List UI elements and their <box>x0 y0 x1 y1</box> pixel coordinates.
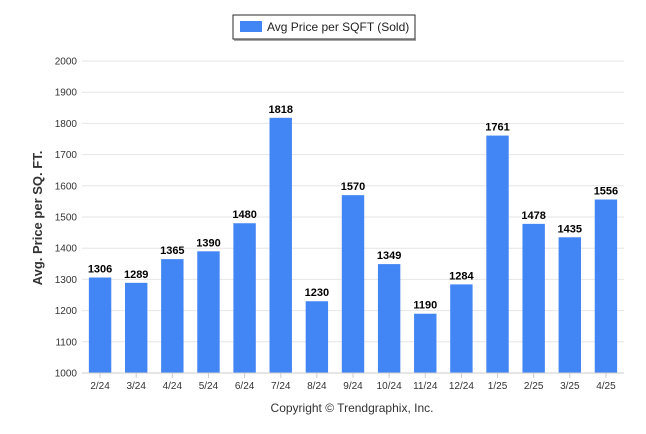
data-label: 1284 <box>449 270 474 282</box>
bar <box>522 224 544 373</box>
data-label: 1818 <box>268 104 292 116</box>
data-label: 1480 <box>232 209 256 221</box>
y-tick-label: 1600 <box>55 181 78 192</box>
bar <box>486 136 508 373</box>
data-label: 1390 <box>196 237 220 249</box>
bar <box>450 284 472 373</box>
data-label: 1190 <box>413 300 437 312</box>
x-axis: 2/24 3/24 4/24 5/24 6/24 7/24 8/24 9/24 10/24 11/… <box>82 373 624 392</box>
data-label: 1230 <box>305 287 329 299</box>
bar <box>414 314 436 373</box>
y-tick-label: 1900 <box>55 88 78 99</box>
data-label: 1570 <box>341 181 365 193</box>
x-tick-label: 2/24 <box>90 381 110 392</box>
x-tick-label: 1/25 <box>488 381 508 392</box>
bar <box>89 278 111 373</box>
y-tick-label: 1800 <box>55 119 78 130</box>
y-tick-label: 1400 <box>55 244 78 255</box>
y-axis: 1000 1100 1200 1300 1400 1500 1600 1700 1800 1900… <box>55 57 78 380</box>
data-label: 1556 <box>594 186 618 198</box>
data-label: 1435 <box>558 223 582 235</box>
y-tick-label: 1200 <box>55 306 78 317</box>
x-tick-label: 5/24 <box>199 381 219 392</box>
bar <box>378 264 400 373</box>
bar <box>270 118 292 373</box>
y-tick-label: 1700 <box>55 150 78 161</box>
x-tick-label: 11/24 <box>413 381 438 392</box>
data-label: 1761 <box>485 122 509 134</box>
x-tick-label: 4/25 <box>596 381 616 392</box>
legend: Avg Price per SQFT (Sold) <box>233 15 416 40</box>
copyright-credit: Copyright © Trendgraphix, Inc. <box>271 401 434 415</box>
x-tick-label: 6/24 <box>235 381 255 392</box>
x-tick-label: 2/25 <box>524 381 544 392</box>
y-tick-label: 2000 <box>55 57 78 68</box>
x-tick-label: 8/24 <box>307 381 327 392</box>
x-tick-label: 12/24 <box>449 381 474 392</box>
y-tick-label: 1500 <box>55 213 78 224</box>
data-label: 1289 <box>124 269 148 281</box>
data-label: 1478 <box>521 210 545 222</box>
y-axis-title: Avg. Price per SQ. FT. <box>30 151 45 286</box>
x-tick-label: 7/24 <box>271 381 291 392</box>
legend-swatch <box>240 21 262 32</box>
data-label: 1349 <box>377 250 401 262</box>
data-label: 1365 <box>160 245 184 257</box>
bar <box>161 259 183 373</box>
y-tick-label: 1300 <box>55 275 78 286</box>
bar <box>559 237 581 373</box>
bar <box>197 251 219 373</box>
y-tick-label: 1100 <box>55 337 77 348</box>
legend-label: Avg Price per SQFT (Sold) <box>267 20 409 34</box>
bar <box>342 195 364 373</box>
x-tick-label: 3/24 <box>126 381 146 392</box>
bar <box>233 223 255 373</box>
bar <box>595 200 617 373</box>
data-label: 1306 <box>88 264 112 276</box>
x-tick-label: 4/24 <box>163 381 183 392</box>
x-tick-label: 10/24 <box>377 381 402 392</box>
bar <box>306 301 328 373</box>
bar <box>125 283 147 373</box>
y-tick-label: 1000 <box>55 369 78 380</box>
x-tick-label: 9/24 <box>343 381 363 392</box>
x-tick-label: 3/25 <box>560 381 580 392</box>
